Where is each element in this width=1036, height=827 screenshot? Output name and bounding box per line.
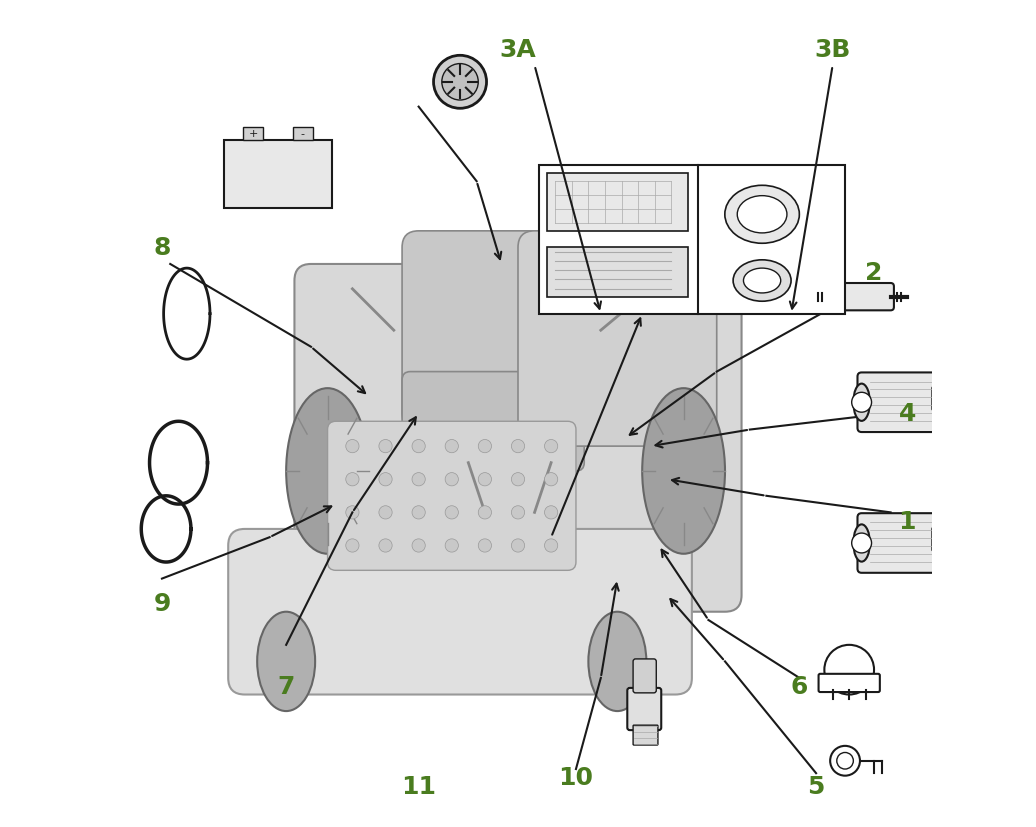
FancyBboxPatch shape: [402, 232, 584, 430]
Circle shape: [852, 533, 871, 553]
FancyBboxPatch shape: [294, 265, 742, 612]
Circle shape: [379, 473, 393, 486]
Circle shape: [346, 473, 359, 486]
FancyBboxPatch shape: [327, 422, 576, 571]
Circle shape: [545, 506, 557, 519]
Bar: [547, 248, 688, 298]
Circle shape: [441, 65, 479, 101]
Bar: [547, 174, 688, 232]
FancyBboxPatch shape: [402, 372, 584, 471]
Circle shape: [445, 506, 458, 519]
Bar: [293, 128, 313, 141]
Bar: [224, 141, 332, 208]
FancyBboxPatch shape: [633, 725, 658, 745]
Text: +: +: [249, 129, 258, 139]
Circle shape: [379, 440, 393, 453]
Circle shape: [545, 473, 557, 486]
Circle shape: [433, 56, 487, 109]
Bar: [243, 128, 263, 141]
Circle shape: [512, 539, 524, 552]
Text: 1: 1: [898, 509, 916, 533]
Text: 3B: 3B: [814, 38, 851, 61]
Circle shape: [830, 746, 860, 776]
Ellipse shape: [588, 612, 646, 711]
Circle shape: [545, 539, 557, 552]
Circle shape: [412, 440, 425, 453]
FancyBboxPatch shape: [518, 232, 717, 447]
Circle shape: [445, 473, 458, 486]
Circle shape: [825, 645, 874, 695]
Circle shape: [346, 440, 359, 453]
Circle shape: [445, 440, 458, 453]
Circle shape: [379, 539, 393, 552]
Ellipse shape: [257, 612, 315, 711]
Ellipse shape: [733, 261, 792, 302]
Circle shape: [412, 506, 425, 519]
Circle shape: [512, 506, 524, 519]
Ellipse shape: [642, 389, 725, 554]
Circle shape: [852, 393, 871, 413]
FancyBboxPatch shape: [228, 529, 692, 695]
Ellipse shape: [286, 389, 369, 554]
Text: 11: 11: [401, 774, 436, 797]
FancyBboxPatch shape: [858, 373, 941, 433]
Circle shape: [379, 506, 393, 519]
Circle shape: [479, 473, 491, 486]
Ellipse shape: [744, 269, 781, 294]
Text: 5: 5: [807, 774, 825, 797]
FancyBboxPatch shape: [932, 528, 948, 552]
Circle shape: [412, 539, 425, 552]
Text: 3A: 3A: [499, 38, 537, 61]
FancyBboxPatch shape: [826, 284, 894, 311]
Circle shape: [445, 539, 458, 552]
Circle shape: [512, 473, 524, 486]
Text: 7: 7: [278, 675, 295, 698]
FancyBboxPatch shape: [633, 659, 656, 693]
Text: 4: 4: [898, 402, 916, 425]
Ellipse shape: [738, 197, 787, 233]
Circle shape: [545, 440, 557, 453]
Text: 10: 10: [558, 766, 594, 789]
Text: -: -: [300, 129, 305, 139]
Circle shape: [837, 753, 854, 769]
FancyBboxPatch shape: [932, 387, 948, 411]
FancyBboxPatch shape: [858, 514, 941, 573]
Text: 6: 6: [790, 675, 808, 698]
Circle shape: [512, 440, 524, 453]
Circle shape: [479, 506, 491, 519]
Circle shape: [412, 473, 425, 486]
Circle shape: [479, 440, 491, 453]
Circle shape: [346, 506, 359, 519]
Ellipse shape: [854, 524, 870, 562]
Text: 9: 9: [153, 592, 171, 615]
Text: 8: 8: [153, 237, 171, 260]
Circle shape: [346, 539, 359, 552]
Ellipse shape: [725, 186, 800, 244]
Text: 2: 2: [865, 261, 883, 284]
Bar: [539, 165, 845, 314]
Ellipse shape: [854, 384, 870, 422]
FancyBboxPatch shape: [818, 674, 880, 692]
Circle shape: [479, 539, 491, 552]
FancyBboxPatch shape: [627, 688, 661, 730]
